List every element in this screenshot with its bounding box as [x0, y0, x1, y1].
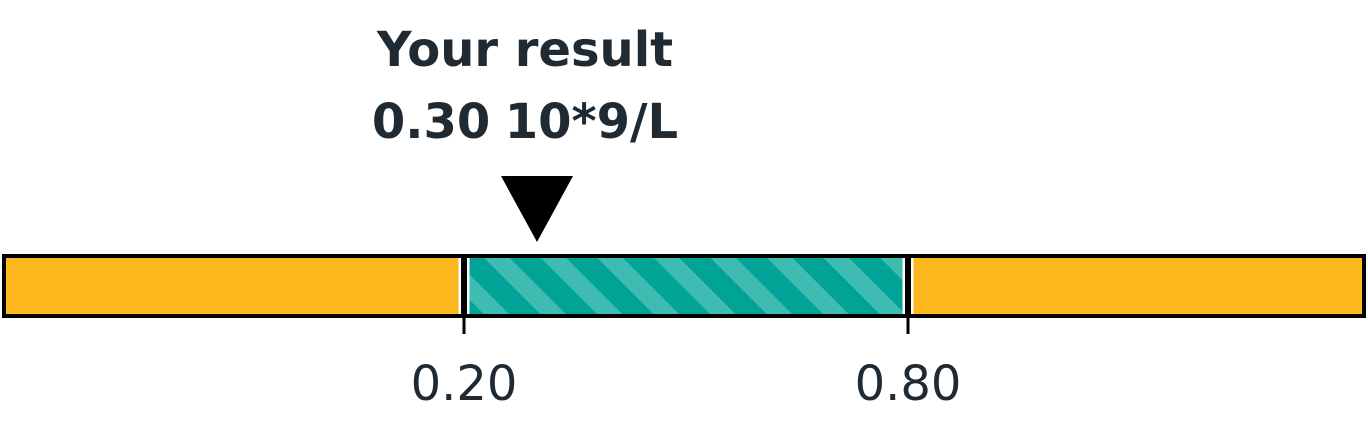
result-unit: 10*9/L — [505, 94, 678, 150]
result-label: Your result — [376, 22, 673, 78]
range-low-tick-label: 0.20 — [411, 356, 518, 412]
segment-below-range — [6, 258, 460, 314]
segment-above-range — [912, 258, 1362, 314]
result-value: 0.30 10*9/L — [372, 94, 678, 150]
range-low-boundary-line — [461, 254, 467, 318]
result-value-number: 0.30 — [372, 94, 490, 150]
range-high-tick-label: 0.80 — [855, 356, 962, 412]
result-marker-icon — [501, 176, 573, 242]
range-high-boundary-line — [905, 254, 911, 318]
segment-within-range — [468, 258, 904, 314]
